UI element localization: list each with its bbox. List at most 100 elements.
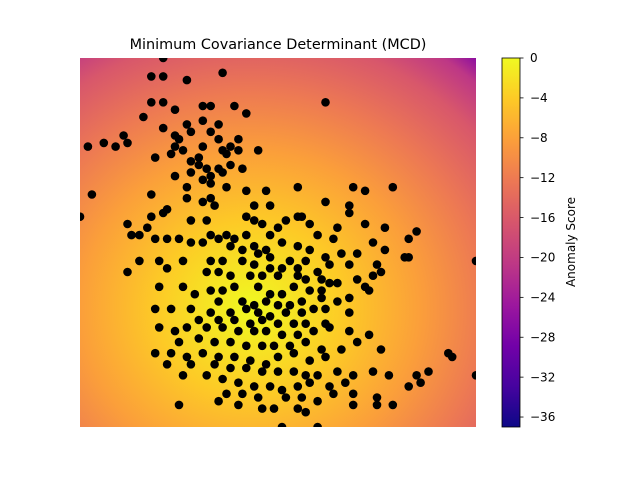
data-point-170 xyxy=(214,297,223,306)
colorbar-tick-label: 0 xyxy=(530,51,538,65)
data-point-281 xyxy=(372,393,382,402)
data-point-220 xyxy=(242,341,251,351)
data-point-82 xyxy=(143,223,152,232)
data-point-219 xyxy=(226,337,235,347)
data-point-144 xyxy=(226,271,235,281)
data-point-56 xyxy=(242,186,251,196)
data-point-155 xyxy=(178,282,188,292)
data-point-114 xyxy=(253,249,263,258)
data-point-150 xyxy=(317,275,326,284)
data-point-131 xyxy=(265,264,275,273)
data-point-202 xyxy=(154,323,164,332)
data-point-283 xyxy=(234,400,243,410)
data-point-102 xyxy=(230,234,239,244)
data-point-260 xyxy=(178,371,188,380)
data-point-272 xyxy=(416,378,425,388)
data-point-24 xyxy=(214,134,223,144)
data-point-68 xyxy=(147,190,156,199)
data-point-3 xyxy=(218,68,227,78)
data-point-103 xyxy=(249,241,259,251)
data-point-198 xyxy=(273,319,283,329)
data-point-6 xyxy=(158,98,168,107)
data-point-137 xyxy=(372,260,382,269)
data-point-62 xyxy=(348,182,358,192)
data-point-15 xyxy=(242,109,251,118)
data-point-92 xyxy=(305,219,315,229)
data-point-101 xyxy=(214,234,223,244)
data-point-58 xyxy=(293,182,303,192)
data-point-152 xyxy=(368,271,378,281)
data-point-197 xyxy=(257,315,267,325)
data-point-207 xyxy=(234,326,243,336)
data-point-43 xyxy=(238,164,247,173)
data-point-113 xyxy=(238,245,247,255)
data-point-254 xyxy=(348,371,358,380)
data-point-203 xyxy=(170,326,180,336)
data-point-95 xyxy=(380,223,390,232)
data-point-163 xyxy=(305,286,315,295)
data-point-1 xyxy=(147,72,156,81)
scatter-points xyxy=(80,58,476,427)
data-point-40 xyxy=(253,146,263,155)
data-point-123 xyxy=(127,230,136,240)
data-point-181 xyxy=(186,304,196,314)
data-point-111 xyxy=(404,234,414,244)
data-point-9 xyxy=(198,101,208,111)
data-point-279 xyxy=(329,389,338,399)
data-point-93 xyxy=(333,223,342,232)
data-point-77 xyxy=(249,216,259,225)
data-point-188 xyxy=(297,308,307,317)
data-point-227 xyxy=(352,337,362,347)
data-point-85 xyxy=(162,234,172,244)
data-point-34 xyxy=(186,157,196,166)
colorbar-tick-label: −8 xyxy=(530,131,548,145)
data-point-160 xyxy=(265,289,275,299)
data-point-236 xyxy=(246,356,255,365)
data-point-233 xyxy=(198,348,208,358)
data-point-120 xyxy=(352,249,362,258)
data-point-211 xyxy=(293,330,303,340)
data-point-118 xyxy=(321,252,330,262)
data-point-119 xyxy=(337,249,346,258)
data-point-37 xyxy=(194,153,204,162)
data-point-55 xyxy=(182,193,192,203)
data-point-166 xyxy=(333,278,342,288)
data-point-107 xyxy=(305,245,315,255)
data-point-204 xyxy=(182,323,192,332)
data-point-242 xyxy=(447,352,457,362)
data-point-108 xyxy=(313,230,322,240)
data-point-246 xyxy=(226,363,235,373)
colorbar-tick-label: −32 xyxy=(530,370,555,384)
data-point-194 xyxy=(214,315,223,325)
data-point-25 xyxy=(234,134,243,144)
data-point-147 xyxy=(273,271,283,281)
data-point-63 xyxy=(360,186,370,196)
data-point-42 xyxy=(226,160,235,170)
data-point-83 xyxy=(123,219,132,229)
data-point-162 xyxy=(289,282,299,292)
data-point-226 xyxy=(337,345,346,354)
data-point-222 xyxy=(269,341,279,351)
data-point-30 xyxy=(178,146,188,155)
data-point-168 xyxy=(364,286,374,295)
data-point-61 xyxy=(321,197,330,207)
data-point-33 xyxy=(226,142,235,151)
colorbar-tick-label: −24 xyxy=(530,291,555,305)
data-point-153 xyxy=(376,267,386,277)
data-point-72 xyxy=(147,212,156,221)
data-point-249 xyxy=(273,367,283,376)
data-point-286 xyxy=(293,404,303,413)
data-point-49 xyxy=(186,168,196,177)
data-point-262 xyxy=(218,374,227,384)
data-point-88 xyxy=(242,230,251,240)
data-point-44 xyxy=(194,160,204,170)
data-point-5 xyxy=(147,98,156,107)
data-point-210 xyxy=(277,330,287,340)
data-point-231 xyxy=(166,348,176,358)
data-point-136 xyxy=(345,260,354,269)
data-point-164 xyxy=(317,286,326,295)
data-point-273 xyxy=(222,389,231,399)
data-point-234 xyxy=(214,352,223,362)
data-point-135 xyxy=(325,260,334,269)
data-point-212 xyxy=(309,326,318,336)
